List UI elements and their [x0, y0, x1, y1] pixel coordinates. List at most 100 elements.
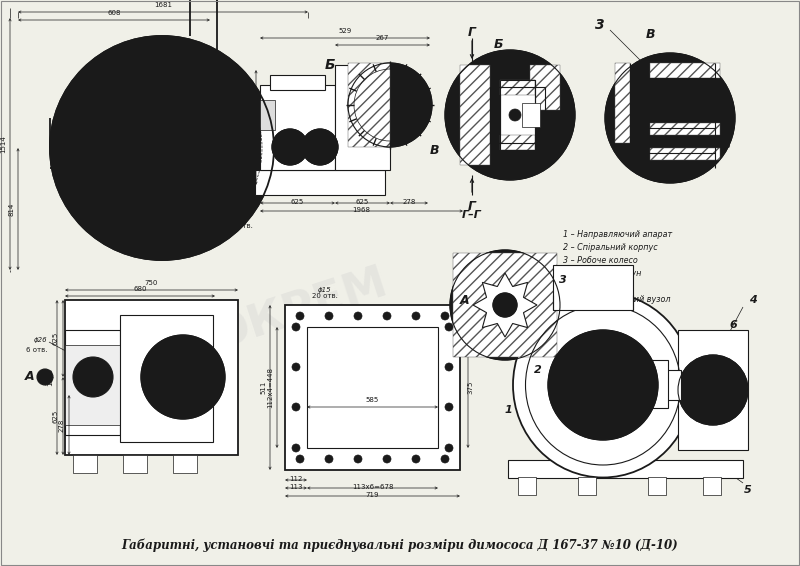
Text: 1681: 1681 [154, 2, 172, 8]
Text: 602: 602 [246, 121, 252, 134]
Circle shape [272, 129, 308, 165]
Circle shape [445, 444, 453, 452]
Circle shape [178, 68, 186, 76]
Circle shape [445, 50, 575, 180]
Circle shape [292, 403, 300, 411]
Bar [578, 477, 596, 495]
Bar [518, 477, 536, 495]
Text: 278: 278 [402, 199, 416, 205]
Ellipse shape [513, 293, 693, 478]
Circle shape [441, 455, 449, 463]
Bar [65, 345, 120, 425]
Circle shape [103, 89, 111, 97]
Text: 12 отв.: 12 отв. [227, 223, 253, 229]
Circle shape [493, 293, 517, 317]
Text: Г–Г: Г–Г [462, 210, 482, 220]
Bar [500, 135, 535, 150]
Circle shape [292, 323, 300, 331]
Text: 3 – Робоче колесо: 3 – Робоче колесо [563, 256, 638, 265]
Text: Б: Б [325, 58, 335, 72]
Bar [508, 460, 743, 478]
Circle shape [412, 455, 420, 463]
Text: 814: 814 [8, 202, 14, 216]
Text: 1968: 1968 [47, 368, 53, 387]
Circle shape [213, 89, 221, 97]
Text: ϕ760: ϕ760 [59, 117, 77, 123]
Circle shape [296, 312, 304, 320]
Bar [65, 330, 120, 435]
Circle shape [82, 124, 90, 132]
Circle shape [383, 455, 391, 463]
Bar [460, 65, 490, 165]
Circle shape [354, 312, 362, 320]
Text: В: В [430, 144, 438, 157]
Circle shape [141, 335, 225, 419]
Circle shape [296, 455, 304, 463]
Bar [500, 80, 535, 95]
Bar [65, 300, 238, 455]
Text: 1968: 1968 [353, 207, 370, 213]
Bar [453, 253, 557, 357]
Text: 20 отв.: 20 отв. [312, 293, 338, 299]
Bar [522, 103, 540, 127]
Circle shape [678, 355, 748, 425]
Circle shape [500, 300, 510, 310]
Text: 511: 511 [260, 381, 266, 394]
Text: 4: 4 [749, 295, 757, 305]
Circle shape [73, 357, 113, 397]
Text: Г: Г [468, 25, 476, 38]
Bar [123, 455, 147, 473]
Text: 4 – Електродвигун: 4 – Електродвигун [563, 269, 642, 278]
Text: 608: 608 [107, 10, 121, 16]
Circle shape [412, 312, 420, 320]
Text: 529: 529 [338, 28, 352, 34]
Text: ОКРЕМ: ОКРЕМ [207, 261, 393, 358]
Circle shape [450, 250, 560, 360]
Circle shape [441, 312, 449, 320]
Text: 6 отв.: 6 отв. [26, 347, 47, 353]
Text: 5: 5 [744, 485, 752, 495]
Circle shape [138, 220, 146, 228]
Bar [553, 265, 633, 310]
Text: 267: 267 [376, 35, 389, 41]
Text: 375: 375 [467, 381, 473, 394]
Text: ϕ14: ϕ14 [227, 213, 241, 219]
Text: 112: 112 [290, 476, 302, 482]
Text: 750: 750 [145, 280, 158, 286]
Text: 625: 625 [53, 409, 59, 423]
Circle shape [698, 375, 728, 405]
Bar [678, 330, 748, 450]
Bar [500, 80, 535, 150]
Text: 625: 625 [291, 199, 304, 205]
Bar [490, 87, 545, 143]
Text: 3: 3 [559, 275, 567, 285]
Bar [173, 455, 197, 473]
Circle shape [302, 129, 338, 165]
Circle shape [138, 68, 146, 76]
Circle shape [152, 138, 172, 158]
Text: 585: 585 [366, 397, 379, 403]
Circle shape [578, 360, 628, 410]
Text: 719: 719 [366, 492, 379, 498]
Text: 112x4=448: 112x4=448 [267, 367, 273, 408]
Text: А: А [25, 371, 35, 384]
Text: 2: 2 [534, 365, 542, 375]
Circle shape [548, 330, 658, 440]
Text: 625: 625 [356, 199, 369, 205]
Circle shape [37, 369, 53, 385]
Bar [73, 455, 97, 473]
Circle shape [445, 363, 453, 371]
Bar [285, 305, 460, 470]
Text: 113x6=678: 113x6=678 [352, 484, 394, 490]
Text: ϕ700: ϕ700 [59, 100, 77, 106]
Bar [348, 63, 390, 147]
Bar [663, 370, 681, 400]
Bar [650, 63, 720, 78]
Circle shape [509, 109, 521, 121]
Bar [615, 63, 630, 143]
Text: 1: 1 [504, 405, 512, 415]
Text: 625: 625 [53, 332, 59, 345]
Text: Б: Б [494, 38, 502, 52]
Text: 680: 680 [134, 286, 146, 292]
Text: 6: 6 [729, 320, 737, 330]
